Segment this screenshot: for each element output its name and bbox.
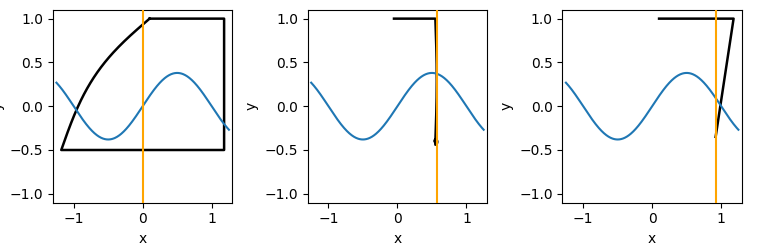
X-axis label: x: x <box>394 232 401 246</box>
X-axis label: x: x <box>648 232 656 246</box>
X-axis label: x: x <box>139 232 147 246</box>
Y-axis label: y: y <box>0 102 4 110</box>
Y-axis label: y: y <box>500 102 513 110</box>
Y-axis label: y: y <box>245 102 259 110</box>
